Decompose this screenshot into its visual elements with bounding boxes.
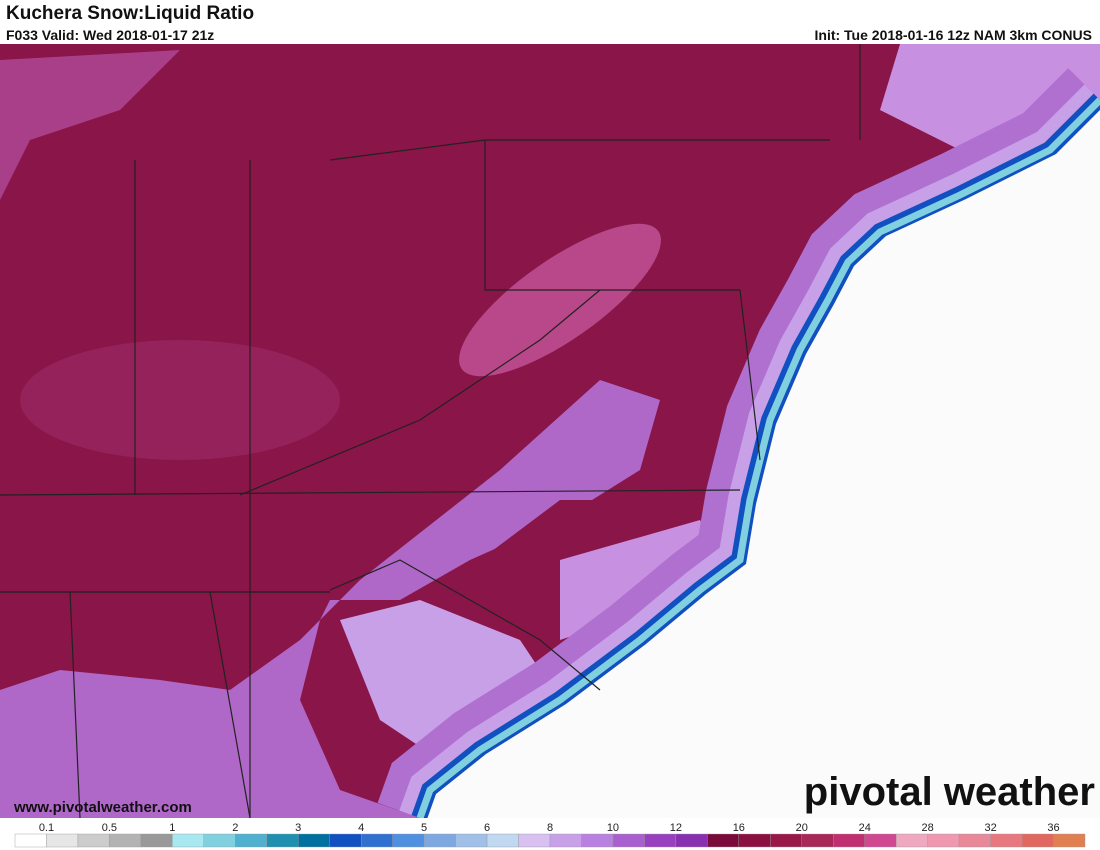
colorbar-label: 3: [295, 822, 301, 834]
colorbar-label: 6: [484, 822, 490, 834]
colorbar-swatch: [235, 833, 267, 848]
colorbar-swatch: [486, 833, 519, 848]
colorbar-label: 16: [733, 822, 745, 834]
colorbar-label: 0.5: [102, 822, 117, 834]
colorbar-swatch: [895, 833, 928, 848]
colorbar-swatch: [707, 833, 740, 848]
colorbar-swatch: [833, 833, 865, 848]
colorbar-swatch: [109, 833, 142, 848]
colorbar-label: 36: [1047, 822, 1059, 834]
colorbar-label: 2: [232, 822, 238, 834]
colorbar-swatch: [864, 833, 897, 848]
colorbar-swatch: [1021, 833, 1054, 848]
colorbar-swatch: [1053, 833, 1086, 848]
colorbar-label: 10: [607, 822, 619, 834]
colorbar-swatch: [46, 833, 79, 848]
colorbar-label: 20: [796, 822, 808, 834]
site-url: www.pivotalweather.com: [13, 799, 192, 816]
colorbar-swatch: [675, 833, 708, 848]
colorbar-swatch: [801, 833, 834, 848]
colorbar-swatch: [455, 833, 488, 848]
valid-time: F033 Valid: Wed 2018-01-17 21z: [6, 27, 215, 43]
colorbar-label: 12: [670, 822, 682, 834]
colorbar-swatch: [392, 833, 425, 848]
colorbar-swatch: [518, 833, 551, 848]
colorbar-swatch: [329, 833, 362, 848]
colorbar-swatch: [644, 833, 677, 848]
colorbar-swatch: [990, 833, 1023, 848]
colorbar-swatch: [203, 833, 236, 848]
colorbar-label: 4: [358, 822, 364, 834]
colorbar: 0.1 0.5 1 2 3 4 5 6 8 10 12 16 20 24 28 32 36: [14, 822, 1086, 848]
colorbar-label: 24: [859, 822, 871, 834]
init-time: Init: Tue 2018-01-16 12z NAM 3km CONUS: [814, 27, 1093, 43]
colorbar-swatch: [423, 833, 456, 848]
colorbar-swatch: [77, 833, 110, 848]
colorbar-swatch: [927, 833, 960, 848]
colorbar-swatch: [360, 833, 393, 848]
colorbar-swatch: [612, 833, 645, 848]
colorbar-swatch: [298, 833, 330, 848]
map-title: Kuchera Snow:Liquid Ratio: [6, 3, 255, 24]
colorbar-swatch: [581, 833, 614, 848]
colorbar-swatch: [172, 833, 205, 848]
colorbar-swatch: [549, 833, 582, 848]
colorbar-label: 28: [922, 822, 934, 834]
colorbar-swatch: [770, 833, 802, 848]
map-field: [0, 44, 1100, 818]
colorbar-swatch: [266, 833, 299, 848]
colorbar-swatch: [140, 833, 173, 848]
colorbar-label: 0.1: [39, 822, 54, 834]
colorbar-label: 5: [421, 822, 427, 834]
colorbar-label: 32: [984, 822, 996, 834]
colorbar-label: 8: [547, 822, 553, 834]
colorbar-swatch: [958, 833, 991, 848]
colorbar-swatch: [738, 833, 771, 848]
colorbar-label: 1: [169, 822, 175, 834]
logo: pivotal weather: [804, 770, 1095, 814]
colorbar-swatch: [14, 833, 47, 848]
